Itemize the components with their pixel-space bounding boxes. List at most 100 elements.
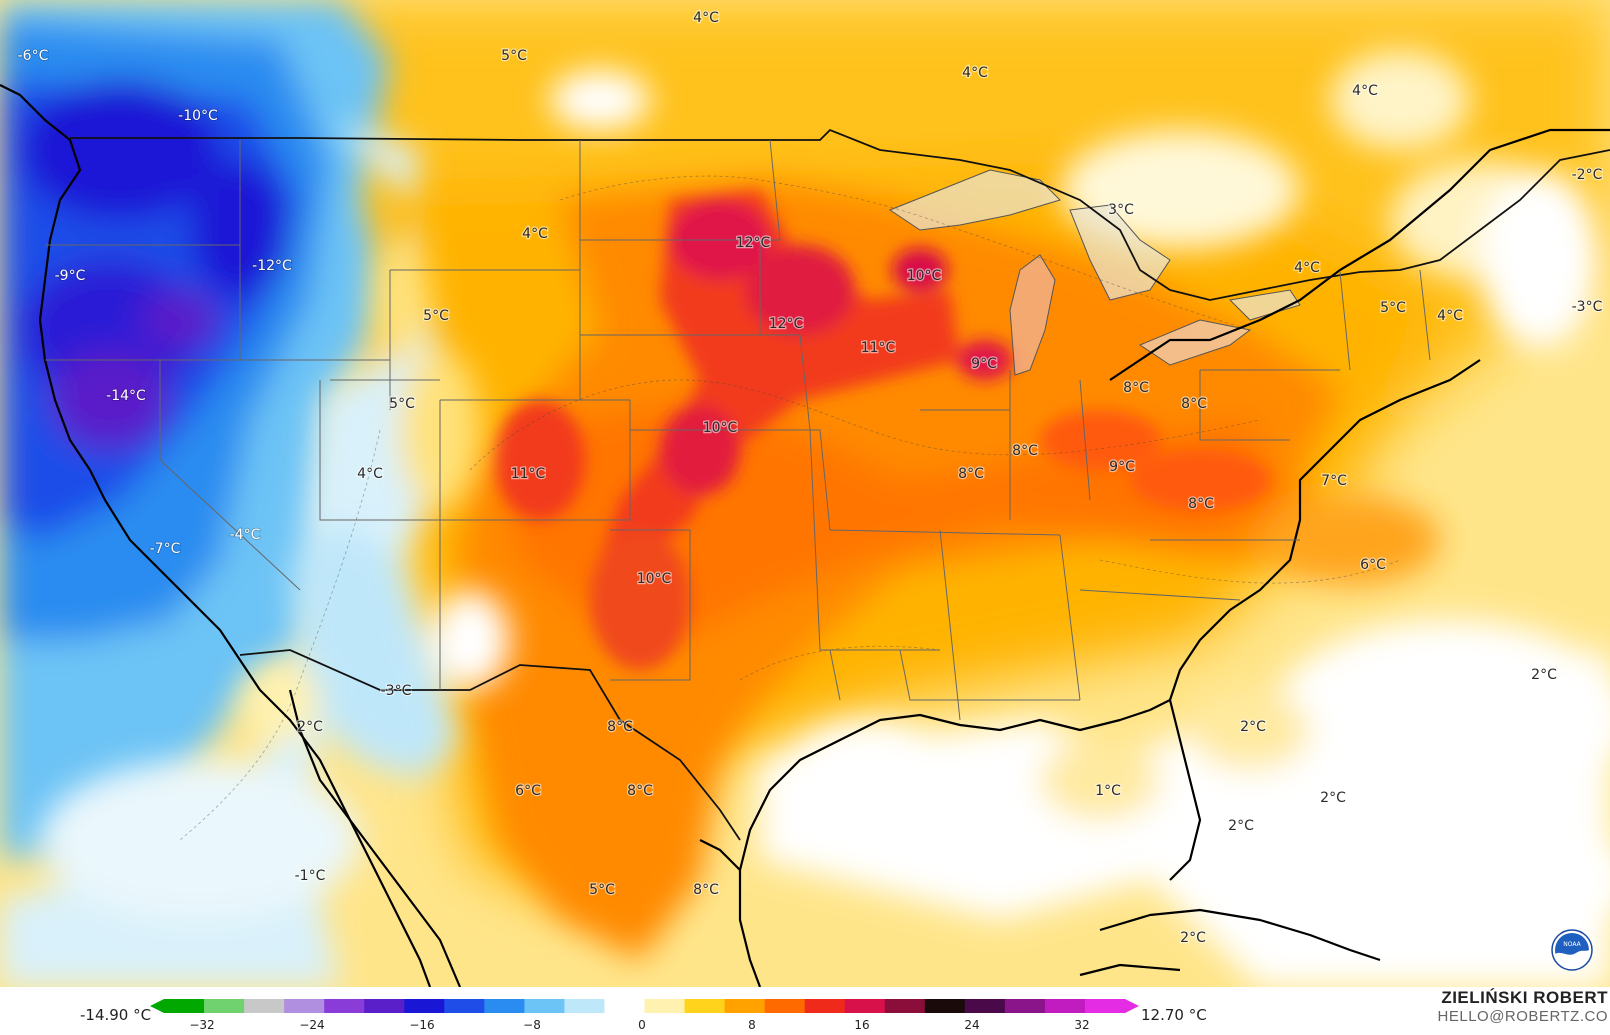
temperature-label: 6°C xyxy=(1360,557,1386,573)
temperature-label: -3°C xyxy=(381,683,412,699)
temperature-label: 2°C xyxy=(1228,818,1254,834)
scale-cell xyxy=(604,999,646,1013)
temperature-label: 8°C xyxy=(958,466,984,482)
temperature-label: -3°C xyxy=(1572,299,1603,315)
temperature-label: -4°C xyxy=(230,527,261,543)
noaa-logo-text: NOAA xyxy=(1563,941,1581,948)
scale-cell xyxy=(524,999,566,1013)
scale-arrow-right xyxy=(1125,999,1139,1013)
temperature-label: 8°C xyxy=(693,882,719,898)
temperature-label: 8°C xyxy=(627,783,653,799)
temperature-label: 2°C xyxy=(297,719,323,735)
temperature-label: 4°C xyxy=(357,466,383,482)
temperature-label: 4°C xyxy=(1294,260,1320,276)
temperature-label: 4°C xyxy=(962,65,988,81)
author-email: HELLO@ROBERTZ.CO xyxy=(1437,1008,1608,1025)
scale-cell xyxy=(804,999,846,1013)
temperature-label: 4°C xyxy=(522,226,548,242)
temperature-label: 2°C xyxy=(1531,667,1557,683)
scale-tick-label: −24 xyxy=(299,1018,324,1032)
scale-cell xyxy=(924,999,966,1013)
color-scale: −32 −24 −16 −8 0 8 16 24 32 xyxy=(150,999,1139,1032)
temperature-label: -1°C xyxy=(295,868,326,884)
scale-cell xyxy=(1084,999,1126,1013)
temperature-label: 2°C xyxy=(1180,930,1206,946)
scale-cell xyxy=(484,999,525,1013)
scale-cell xyxy=(244,999,285,1013)
scale-cell xyxy=(324,999,365,1013)
temperature-label: 9°C xyxy=(971,356,997,372)
scale-cell xyxy=(844,999,886,1013)
temperature-label: 10°C xyxy=(637,571,672,587)
temperature-label: 8°C xyxy=(1012,443,1038,459)
scale-arrow-left xyxy=(150,999,164,1013)
temperature-label: 5°C xyxy=(423,308,449,324)
scale-cell xyxy=(884,999,926,1013)
temperature-label: 8°C xyxy=(1123,380,1149,396)
temperature-labels: -6°C -10°C 5°C 4°C 4°C 4°C -2°C -12°C -9°C 4°C 12°… xyxy=(17,9,1604,947)
temperature-label: 4°C xyxy=(1352,83,1378,99)
temperature-label: 5°C xyxy=(1380,300,1406,316)
temperature-anomaly-map: -6°C -10°C 5°C 4°C 4°C 4°C -2°C -12°C -9°C 4°C 12°… xyxy=(0,0,1610,987)
borders xyxy=(70,128,1610,841)
scale-cell xyxy=(764,999,806,1013)
great-lakes xyxy=(888,169,1301,376)
field-red xyxy=(495,190,1270,670)
temperature-label: 4°C xyxy=(1437,308,1463,324)
scale-tick-label: −16 xyxy=(409,1018,434,1032)
field-pale xyxy=(550,50,1610,987)
field-cool-edge xyxy=(0,120,510,987)
scale-cell xyxy=(644,999,686,1013)
scale-cell xyxy=(364,999,405,1013)
temperature-label: 2°C xyxy=(1240,719,1266,735)
field-cold xyxy=(0,0,390,860)
temperature-label: 5°C xyxy=(589,882,615,898)
temperature-label: 10°C xyxy=(703,420,738,436)
temperature-label: -10°C xyxy=(178,108,218,124)
scale-cell xyxy=(1044,999,1086,1013)
map-canvas: -6°C -10°C 5°C 4°C 4°C 4°C -2°C -12°C -9°C 4°C 12°… xyxy=(0,0,1610,987)
scale-tick-label: 24 xyxy=(964,1018,979,1032)
temperature-label: 8°C xyxy=(1188,496,1214,512)
noaa-logo-icon: NOAA xyxy=(1551,929,1593,971)
scale-cell xyxy=(564,999,606,1013)
scale-cell xyxy=(1004,999,1046,1013)
scale-cell xyxy=(204,999,245,1013)
temperature-label: 7°C xyxy=(1321,473,1347,489)
temperature-label: 6°C xyxy=(515,783,541,799)
scale-cell xyxy=(684,999,726,1013)
legend-max-value: 12.70 °C xyxy=(1141,1006,1207,1024)
temperature-label: 9°C xyxy=(1109,459,1135,475)
scale-cell xyxy=(444,999,485,1013)
temperature-label: 5°C xyxy=(389,396,415,412)
state-lines xyxy=(45,139,1431,721)
scale-tick-label: −8 xyxy=(523,1018,541,1032)
temperature-label: -6°C xyxy=(18,48,49,64)
temperature-label: 1°C xyxy=(1095,783,1121,799)
temperature-label: 12°C xyxy=(736,235,771,251)
temperature-label: -9°C xyxy=(55,268,86,284)
scale-cell xyxy=(164,999,205,1013)
scale-tick-label: 16 xyxy=(854,1018,869,1032)
legend-min-value: -14.90 °C xyxy=(80,1006,152,1024)
scale-tick-label: 0 xyxy=(638,1018,646,1032)
scale-cell xyxy=(724,999,766,1013)
scale-tick-label: −32 xyxy=(189,1018,214,1032)
temperature-label: 11°C xyxy=(861,340,896,356)
temperature-label: 12°C xyxy=(769,316,804,332)
temperature-label: 10°C xyxy=(907,268,942,284)
temperature-label: -7°C xyxy=(150,541,181,557)
scale-cell xyxy=(404,999,445,1013)
coastlines xyxy=(0,84,1610,987)
scale-tick-label: 8 xyxy=(748,1018,756,1032)
author-name: ZIELIŃSKI ROBERT xyxy=(1441,988,1608,1007)
temperature-label: 8°C xyxy=(607,719,633,735)
temperature-label: 3°C xyxy=(1108,202,1134,218)
temperature-label: 2°C xyxy=(1320,790,1346,806)
temperature-label: 11°C xyxy=(511,466,546,482)
temperature-label: 5°C xyxy=(501,48,527,64)
contour-lines xyxy=(179,175,1401,841)
scale-cell xyxy=(964,999,1006,1013)
temperature-label: -14°C xyxy=(106,388,146,404)
temperature-label: 4°C xyxy=(693,10,719,26)
